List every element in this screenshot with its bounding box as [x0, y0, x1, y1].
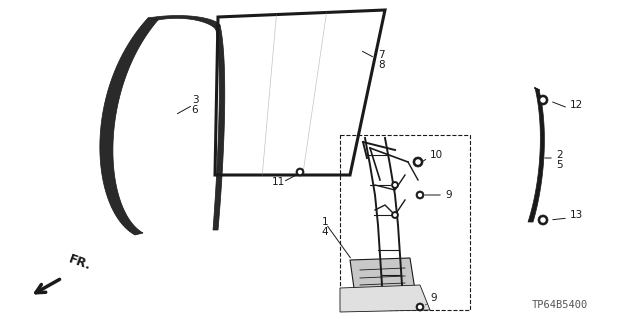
Polygon shape	[213, 25, 225, 230]
Text: 1: 1	[321, 217, 328, 227]
Circle shape	[415, 159, 420, 165]
Text: 9: 9	[430, 293, 436, 303]
Text: 5: 5	[556, 160, 563, 170]
Text: 3: 3	[192, 95, 198, 105]
Circle shape	[413, 157, 423, 167]
Circle shape	[416, 191, 424, 199]
Text: FR.: FR.	[67, 253, 93, 273]
Circle shape	[392, 211, 399, 219]
Text: 13: 13	[570, 210, 583, 220]
Text: 4: 4	[321, 227, 328, 237]
Text: 2: 2	[556, 150, 563, 160]
Polygon shape	[350, 258, 415, 295]
Circle shape	[392, 182, 399, 189]
Polygon shape	[340, 285, 430, 312]
Text: 10: 10	[430, 150, 443, 160]
Circle shape	[393, 213, 397, 217]
Circle shape	[393, 183, 397, 187]
Text: 7: 7	[378, 50, 385, 60]
Circle shape	[538, 95, 548, 105]
Circle shape	[418, 193, 422, 197]
Text: 12: 12	[570, 100, 583, 110]
Text: 11: 11	[272, 177, 285, 187]
Text: 9: 9	[445, 190, 452, 200]
Polygon shape	[148, 16, 220, 30]
Circle shape	[298, 170, 302, 174]
Polygon shape	[100, 18, 158, 235]
Circle shape	[296, 168, 304, 176]
Circle shape	[540, 217, 546, 223]
Text: TP64B5400: TP64B5400	[532, 300, 588, 310]
Circle shape	[416, 303, 424, 311]
Bar	[340, 135, 470, 310]
Text: 8: 8	[378, 60, 385, 70]
Circle shape	[540, 97, 546, 103]
Text: 6: 6	[192, 105, 198, 115]
Circle shape	[538, 215, 548, 225]
Polygon shape	[528, 88, 545, 222]
Circle shape	[418, 305, 422, 309]
